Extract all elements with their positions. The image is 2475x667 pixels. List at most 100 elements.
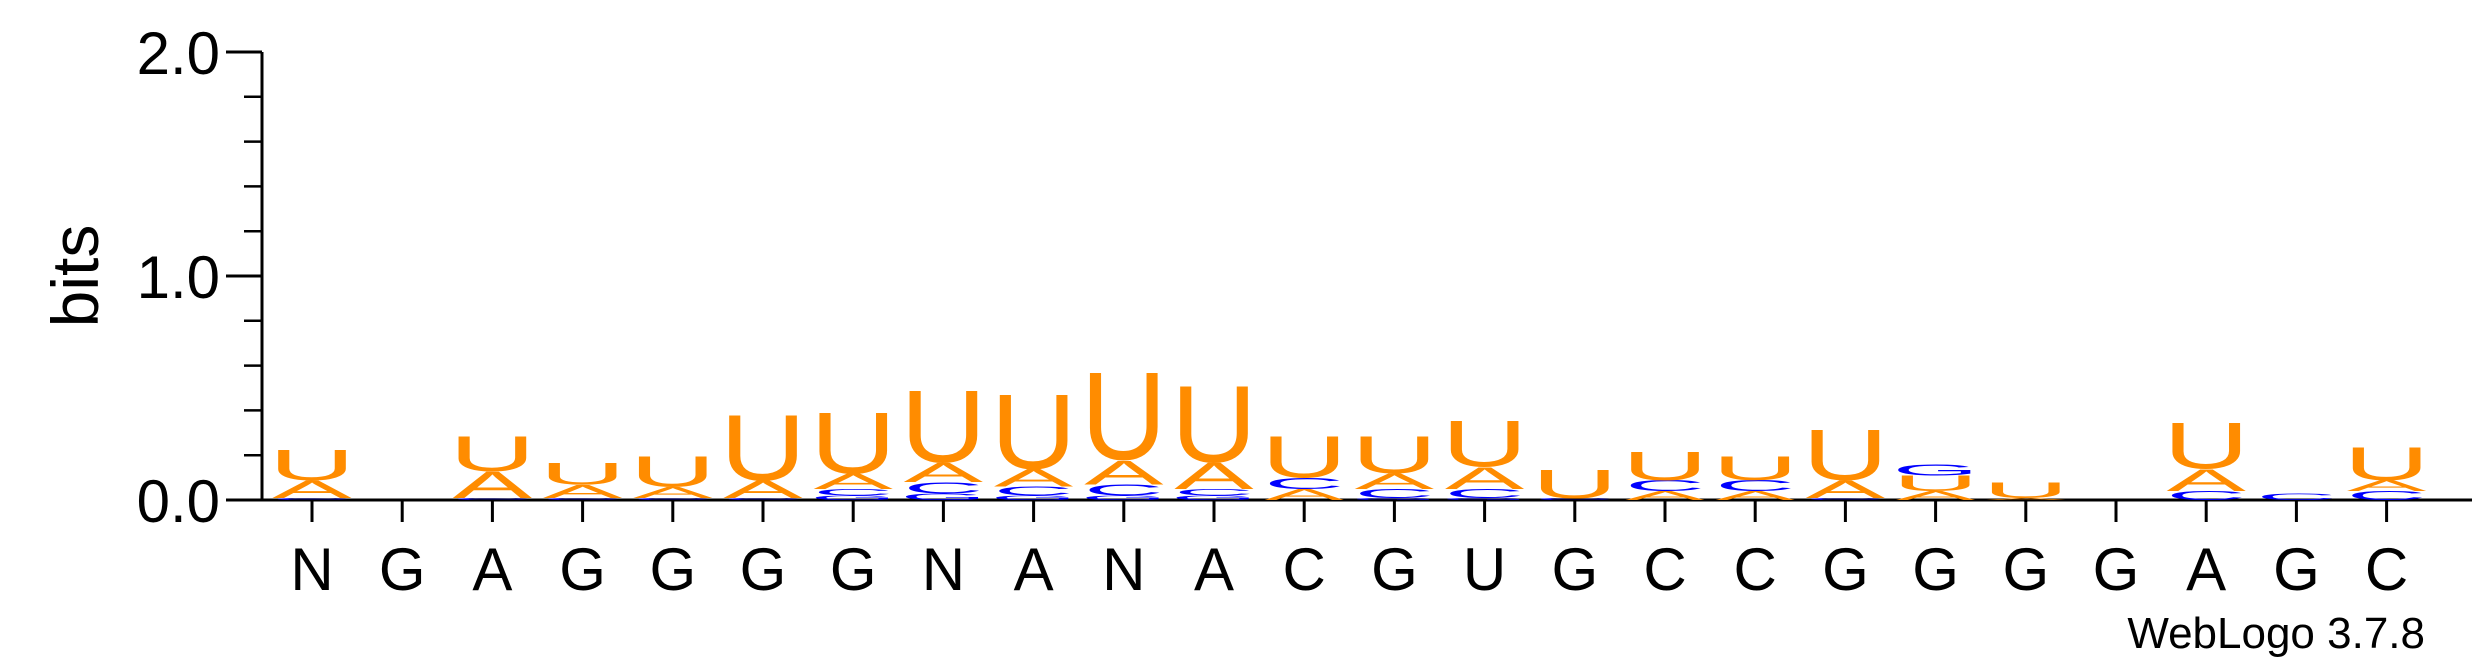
stack-letter: A <box>1264 486 1344 503</box>
glyph-a: A <box>1896 489 1976 503</box>
x-tick-label: G <box>740 536 787 603</box>
x-tick-label: G <box>1371 536 1418 603</box>
glyph-c: C <box>272 497 352 501</box>
stack-letter: U <box>1532 461 1618 507</box>
stack-letter: C <box>1445 486 1525 500</box>
stack-letter: A <box>723 475 803 503</box>
glyph-g: G <box>1171 494 1257 501</box>
glyph-a: A <box>633 484 713 501</box>
glyph-u: U <box>1442 408 1528 481</box>
glyph-g: G <box>991 494 1077 501</box>
glyph-u: U <box>1712 449 1798 487</box>
glyph-a: A <box>272 475 352 503</box>
stack-letter: C <box>1354 486 1434 500</box>
glyph-a: A <box>1084 453 1164 491</box>
glyph-g: G <box>810 494 896 501</box>
stack-letter: A <box>2166 463 2245 498</box>
stack-letter: G <box>1351 497 1437 501</box>
glyph-u: U <box>720 395 806 500</box>
stack-letter: C <box>1535 497 1615 501</box>
glyph-c: C <box>2256 492 2336 503</box>
stack-letter: G <box>991 494 1077 501</box>
stack-letter: A <box>272 475 352 503</box>
glyph-g: G <box>1081 494 1167 501</box>
x-tick-label: G <box>1551 536 1598 603</box>
stack-letter: C <box>1084 481 1164 498</box>
stack-letter: A <box>904 457 984 488</box>
glyph-c: C <box>2166 489 2246 503</box>
stack-letter: U <box>2344 438 2430 490</box>
stack-letter: U <box>1081 346 1167 486</box>
stack-letter: C <box>1625 477 1705 494</box>
glyph-g: G <box>900 492 986 503</box>
glyph-c: C <box>813 487 893 498</box>
stack-letter: C <box>272 497 352 501</box>
stack-letter: G <box>1171 494 1257 501</box>
x-tick-label: G <box>2093 536 2140 603</box>
glyph-c: C <box>1264 475 1344 492</box>
x-tick-label: N <box>1102 536 1145 603</box>
x-tick-label: N <box>922 536 965 603</box>
glyph-a: A <box>1806 475 1886 503</box>
stack-letter: U <box>1261 424 1347 490</box>
stack-letter: U <box>991 373 1077 492</box>
glyph-a: A <box>453 464 533 506</box>
glyph-c: C <box>543 497 623 501</box>
glyph-a: A <box>904 457 984 488</box>
glyph-c: C <box>994 484 1074 498</box>
glyph-u: U <box>449 426 535 482</box>
stack-letter: U <box>1171 363 1257 486</box>
y-tick-label: 2.0 <box>137 20 220 87</box>
stack-letter: A <box>453 464 533 506</box>
stack-letter: C <box>1264 475 1344 492</box>
glyph-c: C <box>1805 497 1885 501</box>
stack-letter: U <box>1351 425 1437 485</box>
stack-letter: C <box>452 497 532 501</box>
x-tick-label: G <box>559 536 606 603</box>
x-tick-label: G <box>2002 536 2049 603</box>
glyph-a: A <box>2166 463 2245 498</box>
x-tick-label: G <box>1822 536 1869 603</box>
weblogo-credit: WebLogo 3.7.8 <box>2127 609 2425 658</box>
glyph-c: C <box>1625 477 1705 494</box>
glyph-c: C <box>1354 486 1434 500</box>
stack-letter: U <box>540 456 626 491</box>
glyph-u: U <box>2163 410 2249 483</box>
stack-letter: C <box>813 487 893 498</box>
x-ticks <box>310 500 2389 522</box>
glyph-g: G <box>1351 497 1437 501</box>
x-tick-label: A <box>1014 536 1054 603</box>
stack-letter: C <box>903 479 983 496</box>
stack-letter: A <box>994 464 1074 492</box>
stack-letter: A <box>1625 489 1705 503</box>
glyph-c: C <box>1174 487 1254 498</box>
stack-letter: A <box>1445 461 1524 496</box>
glyph-u: U <box>1171 363 1257 486</box>
stack-letter: C <box>723 497 803 501</box>
glyph-g: G <box>1893 461 1979 478</box>
x-tick-label: U <box>1463 536 1506 603</box>
stack-letter: C <box>633 497 713 501</box>
glyph-c: C <box>903 479 983 496</box>
glyph-a: A <box>1625 489 1705 503</box>
stack-letter: C <box>994 484 1074 498</box>
x-tick-label: G <box>2273 536 2320 603</box>
glyph-u: U <box>1081 346 1167 486</box>
stack-letter: A <box>1806 475 1886 503</box>
stack-letter: U <box>269 441 355 490</box>
glyph-c: C <box>1715 477 1795 494</box>
glyph-u: U <box>269 441 355 490</box>
glyph-u: U <box>1893 471 1979 496</box>
glyph-a: A <box>2347 477 2427 494</box>
glyph-a: A <box>1174 455 1254 497</box>
x-tick-label: G <box>1912 536 1959 603</box>
stack-letter: U <box>720 395 806 500</box>
y-tick-label: 1.0 <box>137 244 220 311</box>
glyph-c: C <box>2347 489 2427 503</box>
glyph-c: C <box>452 497 532 501</box>
stack-letter: U <box>630 448 716 497</box>
x-tick-label: A <box>1194 536 1234 603</box>
glyph-u: U <box>991 373 1077 492</box>
y-axis-label: bits <box>38 225 112 328</box>
stack-letter: U <box>1802 415 1888 495</box>
